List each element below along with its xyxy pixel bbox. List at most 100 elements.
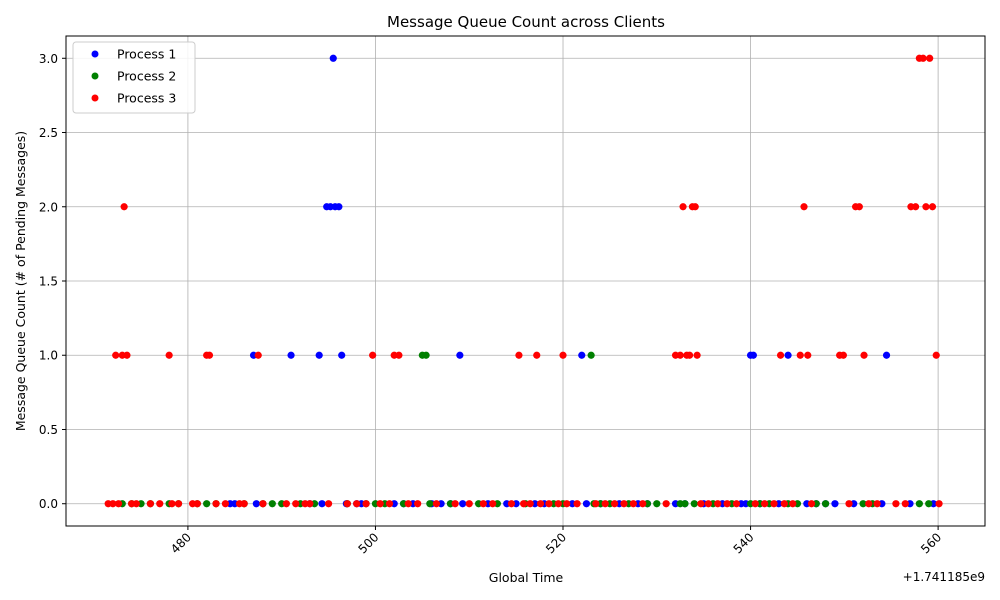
legend-box: [72, 41, 196, 114]
data-point: [526, 500, 534, 508]
x-tick-label: 560: [918, 530, 944, 556]
data-point: [315, 351, 323, 359]
data-point: [928, 203, 937, 211]
y-tick-label: 0.0: [39, 497, 58, 511]
data-point: [459, 500, 467, 508]
x-tick-label: 480: [168, 530, 194, 556]
data-point: [592, 500, 600, 508]
data-point: [859, 500, 867, 508]
legend-marker-process-2: [91, 72, 99, 80]
data-point: [268, 500, 276, 508]
data-point: [465, 500, 473, 508]
data-point: [287, 351, 295, 359]
y-tick-label: 1.0: [39, 349, 58, 363]
data-point: [901, 500, 909, 508]
data-point: [404, 500, 412, 508]
data-point: [318, 500, 326, 508]
data-point: [892, 500, 900, 508]
data-point: [146, 500, 154, 508]
data-point: [536, 500, 545, 508]
data-point: [639, 500, 647, 508]
data-point: [807, 500, 816, 508]
data-point: [676, 351, 684, 359]
data-point: [789, 500, 797, 508]
data-point: [422, 351, 430, 359]
data-point: [922, 203, 930, 211]
data-point: [761, 500, 769, 508]
data-point: [335, 203, 343, 211]
legend-label-process-2: Process 2: [117, 69, 176, 84]
data-point: [693, 351, 701, 359]
data-point: [132, 500, 140, 508]
data-point: [120, 203, 128, 211]
data-point: [865, 500, 873, 508]
legend: Process 1 Process 2 Process 3: [72, 41, 196, 114]
y-tick-label: 2.5: [39, 126, 58, 140]
data-point: [456, 351, 464, 359]
data-point: [587, 351, 595, 359]
data-point: [205, 351, 214, 359]
data-point: [882, 351, 891, 359]
data-point: [732, 500, 741, 508]
data-point: [691, 203, 699, 211]
data-point: [749, 351, 757, 359]
data-point: [845, 500, 853, 508]
data-point: [533, 351, 541, 359]
x-axis-offset-label: +1.741185e9: [903, 570, 985, 584]
data-point: [545, 500, 553, 508]
data-point: [338, 351, 346, 359]
legend-label-process-3: Process 3: [117, 91, 176, 106]
data-point: [629, 500, 637, 508]
y-tick-label: 1.5: [39, 275, 58, 289]
data-point: [620, 500, 628, 508]
data-point: [573, 500, 581, 508]
data-point: [353, 500, 361, 508]
data-point: [432, 500, 441, 508]
y-tick-label: 2.0: [39, 200, 58, 214]
data-point: [489, 500, 497, 508]
data-point: [554, 500, 562, 508]
y-tick-label: 0.5: [39, 423, 58, 437]
data-point: [385, 500, 394, 508]
data-point: [915, 500, 923, 508]
data-point: [395, 351, 403, 359]
data-point: [925, 500, 933, 508]
data-point: [520, 500, 528, 508]
data-point: [831, 500, 839, 508]
data-point: [259, 500, 267, 508]
data-point: [252, 500, 260, 508]
legend-label-process-1: Process 1: [117, 47, 176, 62]
data-point: [714, 500, 722, 508]
data-point: [123, 351, 131, 359]
x-axis-title: Global Time: [489, 570, 564, 585]
data-point: [559, 351, 567, 359]
chart-title: Message Queue Count across Clients: [387, 13, 665, 31]
data-point: [690, 500, 698, 508]
data-point: [212, 500, 220, 508]
data-point: [329, 54, 337, 62]
data-point: [174, 500, 183, 508]
data-point: [221, 500, 230, 508]
data-point: [770, 500, 778, 508]
legend-marker-process-3: [91, 94, 99, 102]
data-point: [873, 500, 881, 508]
data-point: [697, 500, 705, 508]
data-point: [686, 351, 694, 359]
data-point: [662, 500, 670, 508]
data-point: [681, 500, 689, 508]
data-point: [168, 500, 176, 508]
data-point: [839, 351, 847, 359]
data-point: [796, 351, 804, 359]
data-point: [254, 351, 262, 359]
data-point: [784, 351, 792, 359]
data-point: [362, 500, 370, 508]
data-point: [193, 500, 201, 508]
x-tick-label: 520: [543, 530, 569, 556]
data-point: [610, 500, 619, 508]
x-tick-label: 540: [731, 530, 757, 556]
y-axis-title: Message Queue Count (# of Pending Messag…: [13, 131, 28, 431]
data-point: [723, 500, 731, 508]
data-point: [800, 203, 808, 211]
data-point: [240, 500, 248, 508]
